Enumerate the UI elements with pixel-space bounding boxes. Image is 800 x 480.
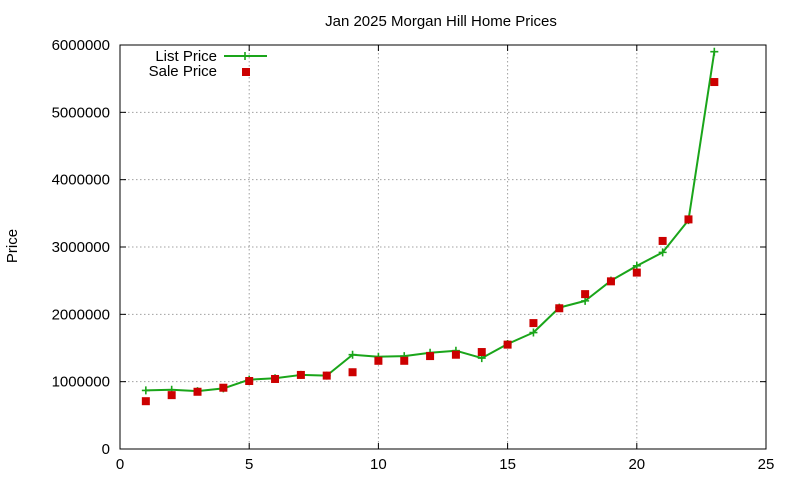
sale-price-point <box>271 374 280 383</box>
legend-marker-list-price <box>241 52 249 60</box>
x-tick-label: 10 <box>370 456 387 473</box>
x-tick-label: 20 <box>628 456 645 473</box>
y-tick-label: 5000000 <box>52 104 110 121</box>
y-axis-label: Price <box>4 229 21 263</box>
y-tick-label: 6000000 <box>52 37 110 54</box>
sale-price-point <box>606 277 615 286</box>
x-tick-label: 5 <box>245 456 253 473</box>
list-price-point <box>632 261 641 270</box>
list-price-point <box>581 296 590 305</box>
legend-marker-sale-price <box>242 68 250 76</box>
sale-price-point <box>684 215 693 224</box>
sale-price-point <box>141 397 150 406</box>
sale-price-point <box>245 376 254 385</box>
sale-price-point <box>477 348 486 357</box>
y-tick-label: 0 <box>102 441 110 458</box>
tick-labels: 0 5 10 15 20 25 0 1000000 2000000 3000000 4000000 5… <box>52 37 775 473</box>
sale-price-point <box>581 290 590 299</box>
sale-price-point <box>710 78 719 87</box>
sale-price-point <box>555 304 564 313</box>
y-tick-label: 3000000 <box>52 239 110 256</box>
list-price-point <box>710 47 719 56</box>
list-price-point <box>141 386 150 395</box>
sale-price-point <box>322 371 331 380</box>
sale-price-point <box>167 391 176 400</box>
chart-title: Jan 2025 Morgan Hill Home Prices <box>325 13 557 30</box>
sale-price-point <box>374 356 383 365</box>
list-price-point <box>529 328 538 337</box>
sale-price-point <box>400 356 409 365</box>
sale-price-point <box>658 236 667 245</box>
legend-label-sale-price: Sale Price <box>149 63 217 80</box>
x-tick-label: 25 <box>758 456 775 473</box>
legend: List Price Sale Price <box>149 48 267 80</box>
x-tick-label: 0 <box>116 456 124 473</box>
sale-price-point <box>296 370 305 379</box>
list-price-point <box>348 350 357 359</box>
y-tick-label: 4000000 <box>52 172 110 189</box>
sale-price-point <box>503 340 512 349</box>
axes <box>119 44 767 450</box>
sale-price-point <box>219 383 228 392</box>
x-tick-label: 15 <box>499 456 516 473</box>
sale-price-point <box>348 368 357 377</box>
list-price-point <box>658 248 667 257</box>
sale-price-point <box>632 268 641 277</box>
y-tick-label: 1000000 <box>52 374 110 391</box>
y-tick-label: 2000000 <box>52 306 110 323</box>
sale-price-point <box>426 352 435 361</box>
series-1 <box>141 78 719 406</box>
sale-price-point <box>529 319 538 328</box>
sale-price-point <box>193 387 202 396</box>
series-layer <box>141 47 719 406</box>
legend-label-list-price: List Price <box>155 48 217 65</box>
sale-price-point <box>451 350 460 359</box>
